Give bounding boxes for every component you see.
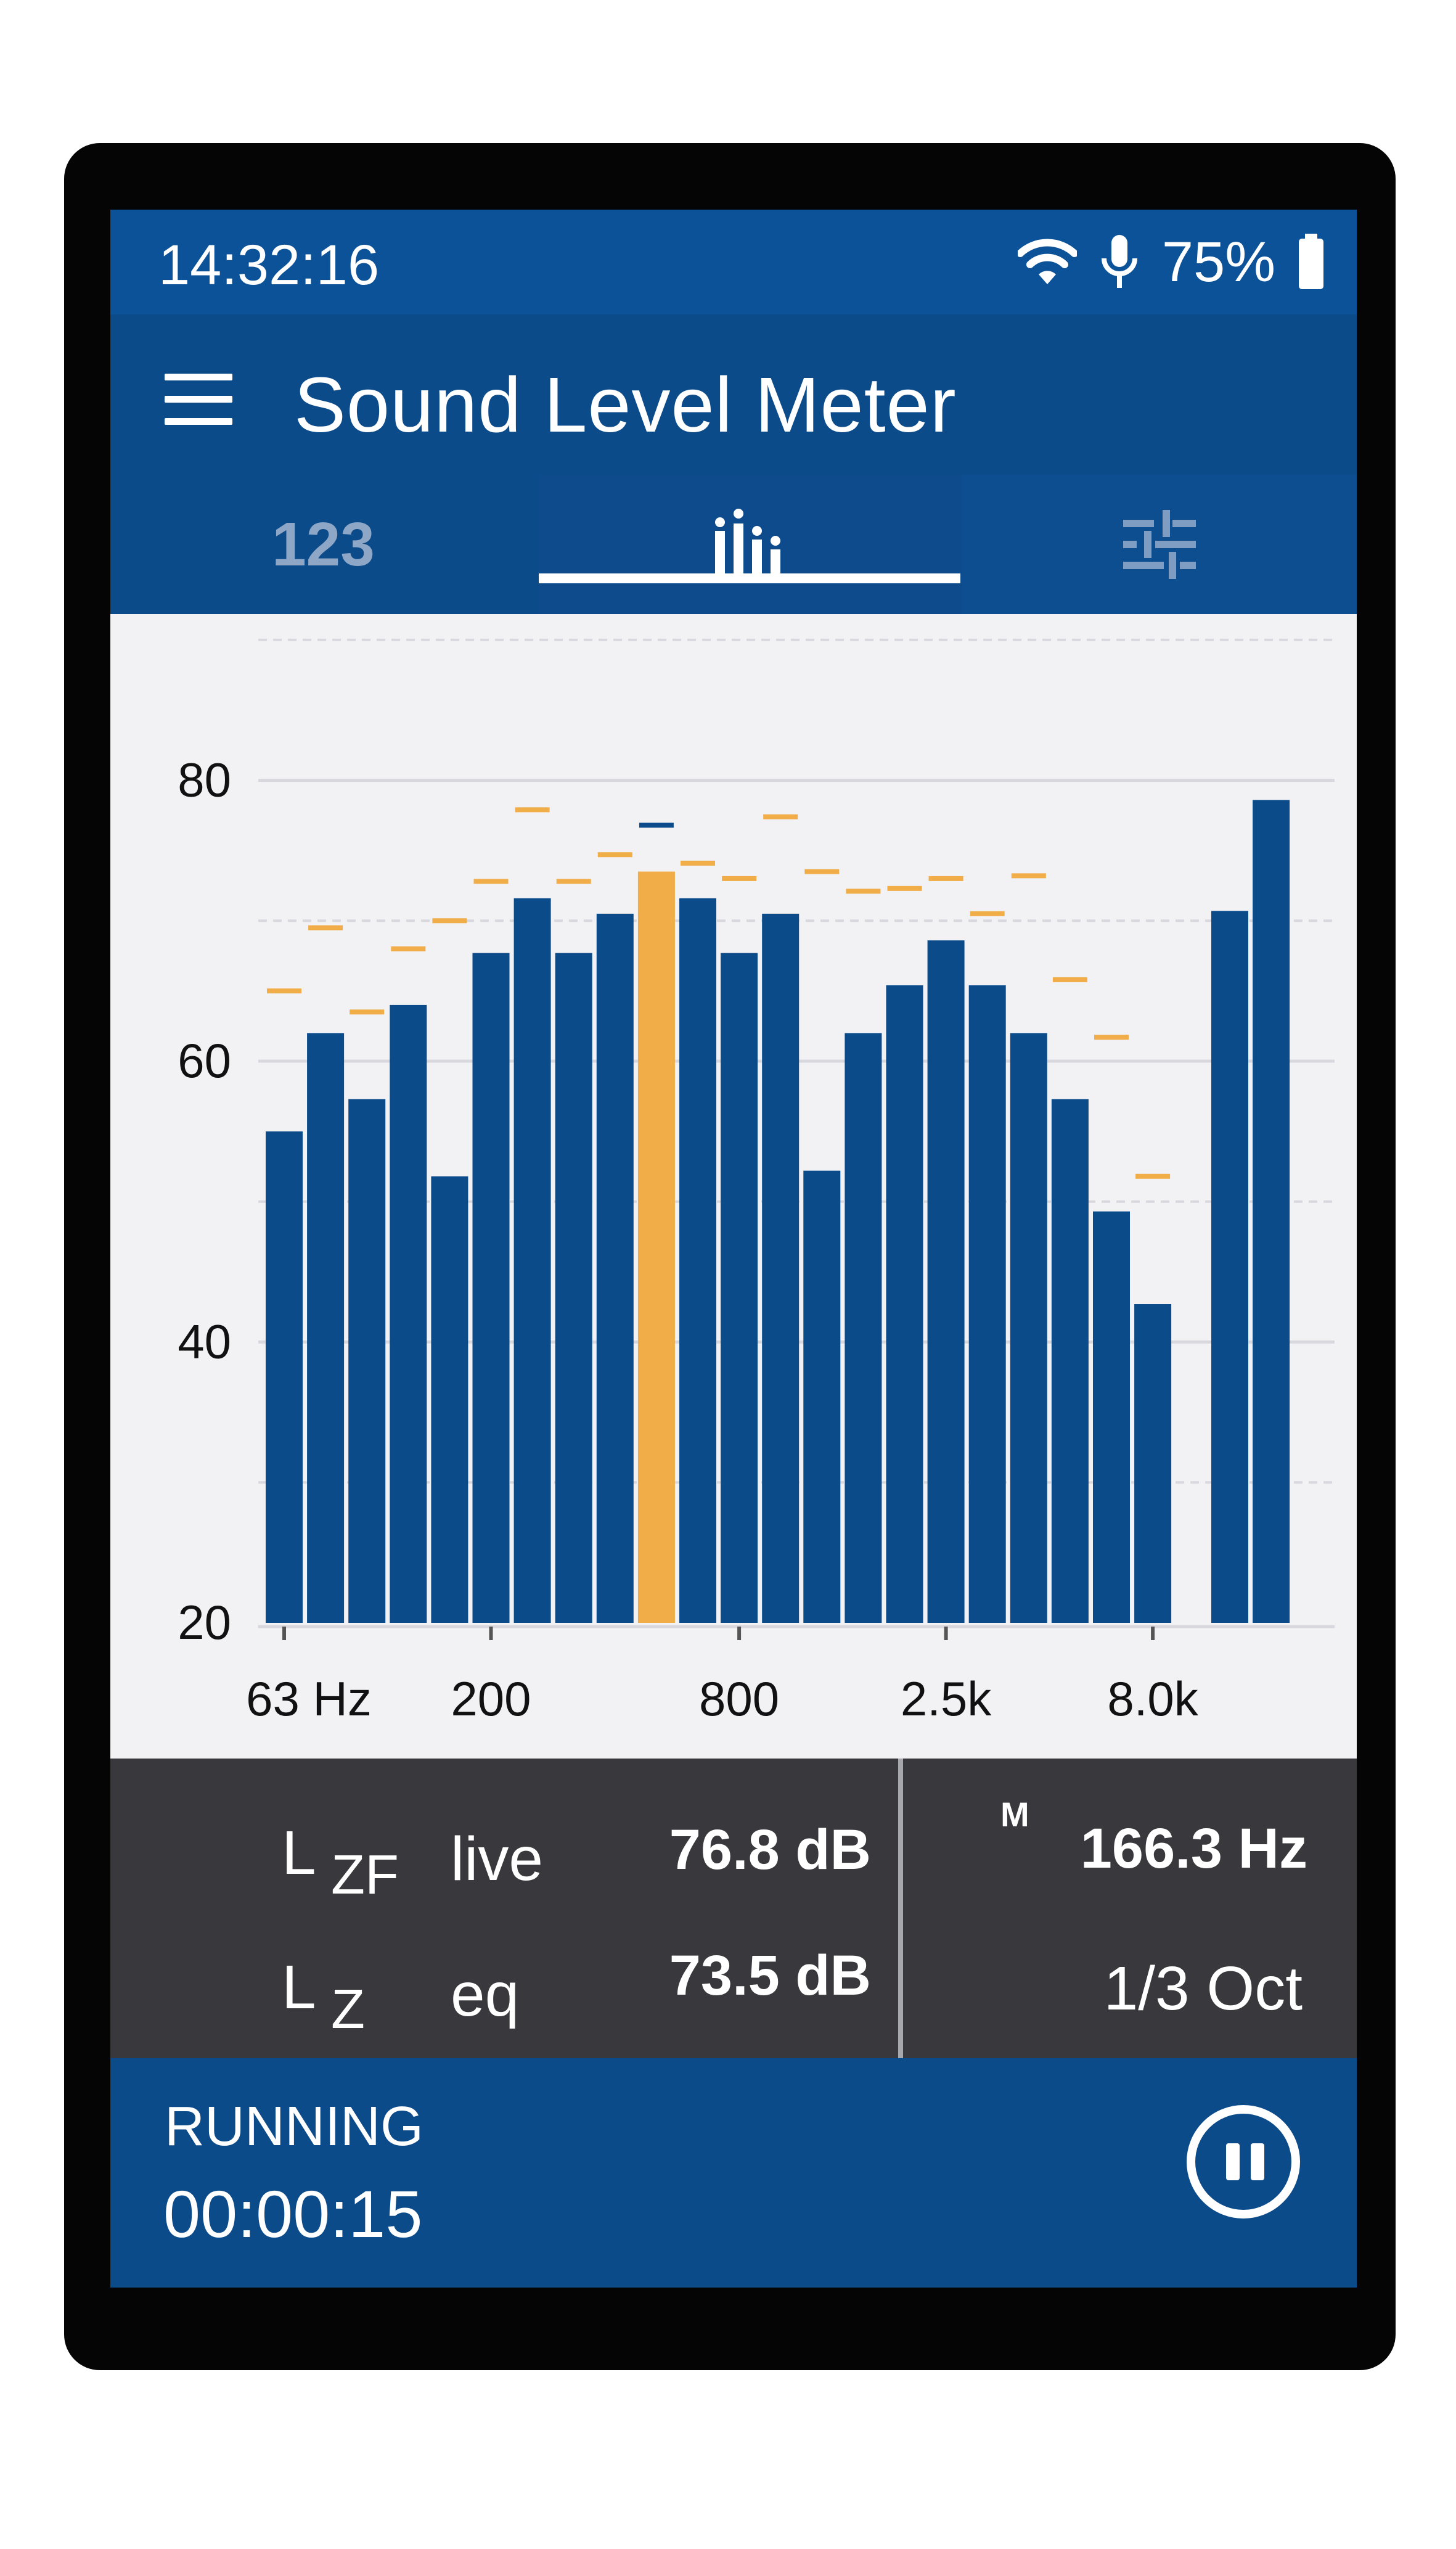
- microphone-icon: [1101, 235, 1137, 288]
- band-max-marker: [804, 869, 840, 874]
- band-max-marker: [681, 860, 715, 866]
- band-max-marker: [391, 946, 426, 951]
- battery-icon: [1299, 234, 1323, 289]
- tab-numbers[interactable]: 123: [110, 475, 536, 614]
- wifi-icon: [1017, 239, 1077, 284]
- band-bar: [390, 1004, 427, 1623]
- status-time: 14:32:16: [158, 234, 380, 297]
- live-level-subscript: ZF: [331, 1844, 399, 1906]
- band-bar: [348, 1099, 386, 1623]
- marker-label: M: [1000, 1795, 1029, 1834]
- status-bar: 14:32:16 75%: [110, 210, 1357, 314]
- live-level-symbol: L: [282, 1818, 316, 1887]
- bar-chart-icon: [715, 509, 780, 579]
- band-bar: [596, 913, 634, 1623]
- band-bar: [968, 985, 1006, 1623]
- band-max-marker: [308, 925, 343, 930]
- hamburger-menu-icon[interactable]: [165, 374, 232, 425]
- summary-bar: [1211, 911, 1248, 1623]
- band-max-marker: [1094, 1035, 1129, 1040]
- band-max-marker: [763, 814, 798, 819]
- band-bar: [1010, 1033, 1047, 1623]
- eq-level-subscript: Z: [331, 1979, 365, 2040]
- tab-numbers-label: 123: [272, 509, 375, 579]
- band-bar: [431, 1176, 468, 1623]
- band-bar: [762, 913, 800, 1623]
- band-max-marker: [597, 852, 632, 858]
- band-bar: [803, 1170, 841, 1623]
- bottom-bar: RUNNING 00:00:15: [110, 2058, 1357, 2288]
- tab-settings[interactable]: [962, 475, 1357, 614]
- x-tick-label: 200: [451, 1672, 531, 1726]
- tab-bar: 123: [110, 475, 1357, 614]
- band-bar: [513, 898, 551, 1623]
- band-bar: [266, 1131, 303, 1623]
- readout-divider: [898, 1759, 903, 2058]
- band-max-marker: [473, 879, 509, 884]
- eq-level-symbol: L: [282, 1953, 316, 2022]
- band-max-marker: [846, 889, 881, 894]
- band-max-marker: [970, 911, 1005, 916]
- y-tick-label: 80: [178, 753, 231, 807]
- x-tick-label: 2.5k: [901, 1672, 992, 1726]
- tab-spectrum[interactable]: [539, 475, 962, 614]
- x-tick-label: 800: [699, 1672, 779, 1726]
- band-bar: [679, 898, 716, 1623]
- band-max-marker: [1135, 1173, 1171, 1179]
- band-bar: [637, 871, 675, 1623]
- y-tick-label: 20: [178, 1595, 231, 1649]
- app-bar: Sound Level Meter: [110, 314, 1357, 475]
- band-bar: [1134, 1304, 1172, 1623]
- app-title: Sound Level Meter: [294, 361, 957, 448]
- battery-percent: 75%: [1161, 230, 1275, 293]
- eq-value: 73.5 dB: [669, 1944, 871, 2007]
- band-max-marker: [432, 918, 467, 924]
- band-bar: [927, 940, 965, 1623]
- pause-icon: [1226, 2143, 1240, 2180]
- selected-tab-indicator: [539, 573, 960, 583]
- x-tick-label: 63 Hz: [246, 1672, 372, 1726]
- run-status: RUNNING: [165, 2096, 423, 2157]
- x-tick-label: 8.0k: [1107, 1672, 1198, 1726]
- app-screen: 14:32:16 75% Sound Level Meter: [110, 210, 1357, 2288]
- band-max-marker: [887, 885, 922, 891]
- band-max-marker: [556, 879, 591, 884]
- sliders-icon: [1123, 510, 1196, 579]
- pause-button[interactable]: [1187, 2105, 1300, 2219]
- pause-icon-bar: [1251, 2143, 1264, 2180]
- readout-panel: L ZF live 76.8 dB L Z eq 73.5 dB M 166.3…: [110, 1759, 1357, 2058]
- band-max-marker: [1052, 977, 1087, 982]
- band-bar: [845, 1033, 882, 1623]
- live-value: 76.8 dB: [669, 1818, 871, 1881]
- band-bar: [721, 953, 758, 1623]
- status-icons: 75%: [1017, 228, 1326, 296]
- y-tick-label: 60: [178, 1033, 231, 1088]
- band-bar: [472, 953, 510, 1623]
- band-max-marker: [515, 807, 550, 813]
- band-max-marker: [1011, 873, 1046, 879]
- band-max-marker: [350, 1009, 385, 1015]
- band-max-marker: [267, 988, 301, 994]
- band-bar: [1051, 1099, 1089, 1623]
- band-bar: [886, 985, 923, 1623]
- band-max-marker: [928, 876, 963, 881]
- live-label: live: [451, 1825, 544, 1894]
- band-bar: [307, 1033, 345, 1623]
- marker-frequency: 166.3 Hz: [1080, 1817, 1307, 1880]
- eq-label: eq: [451, 1960, 520, 2029]
- band-bar: [1093, 1211, 1130, 1623]
- summary-bar: [1253, 800, 1290, 1623]
- band-max-marker: [722, 876, 757, 881]
- band-mode[interactable]: 1/3 Oct: [1103, 1954, 1303, 2023]
- elapsed-time: 00:00:15: [163, 2177, 423, 2251]
- band-max-marker: [639, 823, 674, 828]
- y-tick-label: 40: [178, 1315, 231, 1369]
- band-bar: [555, 953, 592, 1623]
